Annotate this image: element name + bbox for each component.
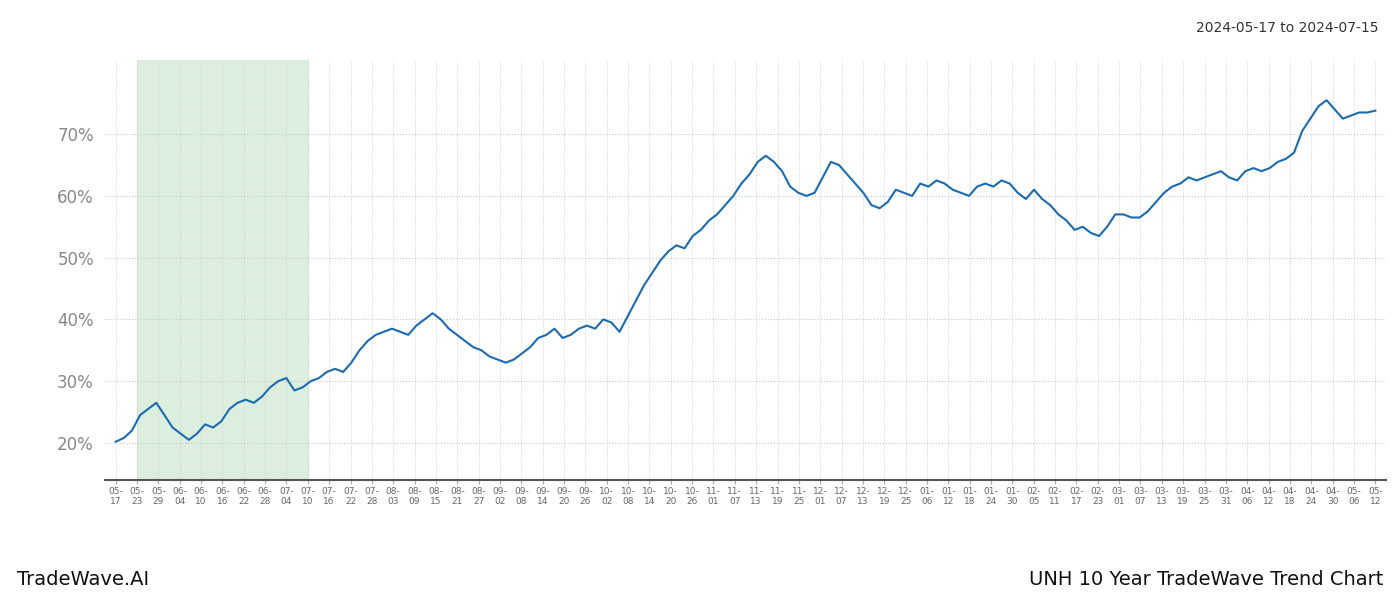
Text: UNH 10 Year TradeWave Trend Chart: UNH 10 Year TradeWave Trend Chart: [1029, 570, 1383, 589]
Text: TradeWave.AI: TradeWave.AI: [17, 570, 148, 589]
Text: 2024-05-17 to 2024-07-15: 2024-05-17 to 2024-07-15: [1197, 21, 1379, 35]
Bar: [137, 60, 308, 480]
